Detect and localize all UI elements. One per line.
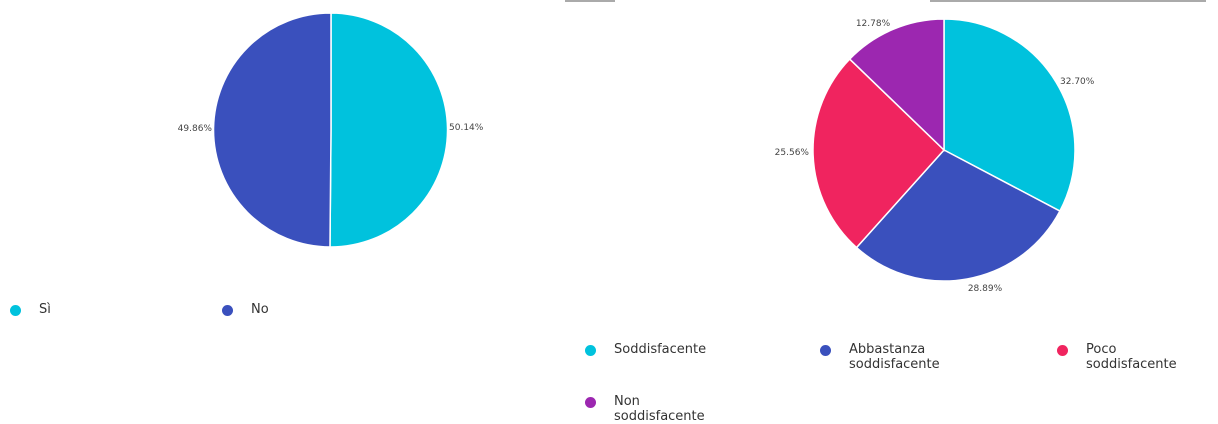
pie-slice-2[interactable] [855,149,1061,282]
legend-item-si[interactable]: Sì [10,302,51,317]
legend-label: Sì [39,302,51,317]
slice-value-label: 49.86% [178,124,213,134]
pie-slice-2[interactable] [212,12,332,248]
pie-chart-satisfaction: 32.70% 28.89% 25.56% 12.78% [775,18,1095,294]
legend-item-non-soddisfacente[interactable]: Non soddisfacente [585,394,705,424]
pie-slice-4[interactable] [848,18,945,152]
legend-dot-icon [585,345,596,356]
top-rule-right [930,0,1206,2]
slice-value-label: 12.78% [856,19,891,29]
legend-item-abbastanza-soddisfacente[interactable]: Abbastanza soddisfacente [820,342,940,372]
legend-label: Non soddisfacente [614,394,705,424]
pie-slice-3[interactable] [812,58,946,249]
legend-label: No [251,302,269,317]
legend-item-poco-soddisfacente[interactable]: Poco soddisfacente [1057,342,1177,372]
legend-label: Poco soddisfacente [1086,342,1177,372]
legend-dot-icon [1057,345,1068,356]
legend-item-no[interactable]: No [222,302,269,317]
legend-label: Abbastanza soddisfacente [849,342,940,372]
slice-value-label: 28.89% [968,284,1003,294]
pie-slice-1[interactable] [329,12,449,248]
legend-item-soddisfacente[interactable]: Soddisfacente [585,342,706,357]
legend-label: Soddisfacente [614,342,707,357]
pie-slice-1[interactable] [943,18,1076,213]
pie-chart-yes-no: 50.14% 49.86% [178,12,484,248]
slice-value-label: 50.14% [449,123,484,133]
pie-charts: 50.14% 49.86% 32.70% 28.89% 25.56% 12.78% [178,12,1095,294]
slice-value-label: 25.56% [775,148,810,158]
legend-dot-icon [222,305,233,316]
top-rule-left [565,0,615,2]
slice-value-label: 32.70% [1060,77,1095,87]
legend-dot-icon [820,345,831,356]
legend-dot-icon [585,397,596,408]
legend-dot-icon [10,305,21,316]
